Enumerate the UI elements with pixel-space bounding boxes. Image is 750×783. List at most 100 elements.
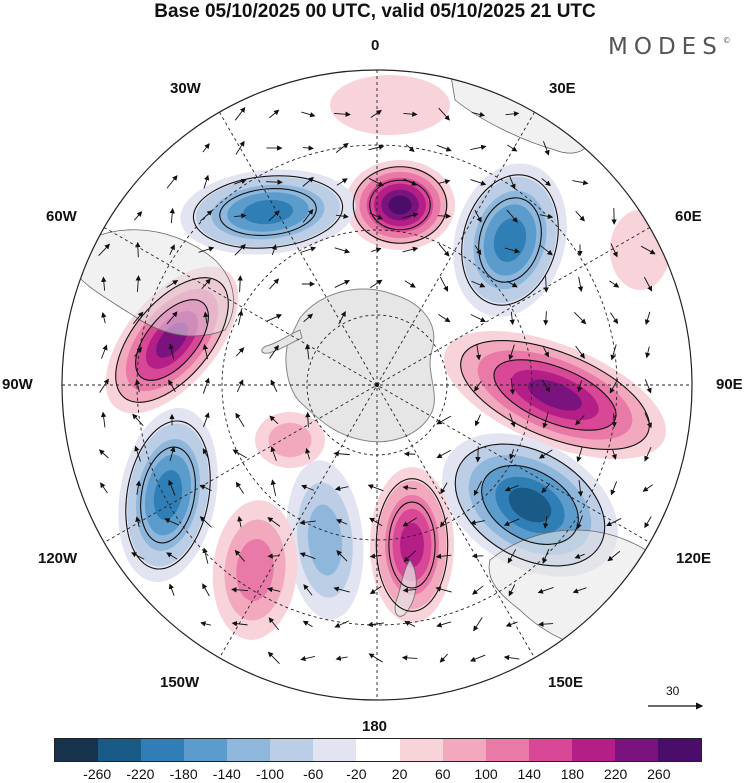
wind-vector xyxy=(474,209,482,223)
wind-vector xyxy=(403,550,416,562)
wind-vector xyxy=(507,549,517,564)
wind-vector xyxy=(305,447,311,460)
wind-vector xyxy=(436,621,452,628)
wind-vector xyxy=(611,413,617,428)
wind-vector xyxy=(475,446,481,463)
wind-vector xyxy=(132,311,144,324)
wind-vector xyxy=(508,175,516,190)
negative-anomaly-45e xyxy=(453,163,567,317)
wind-vector xyxy=(543,347,549,358)
wind-vector xyxy=(301,484,315,491)
wind-vector xyxy=(644,311,651,326)
wind-vector xyxy=(270,446,277,462)
anomaly-level xyxy=(388,195,412,215)
colorbar-tick-label: 220 xyxy=(603,766,628,782)
wind-vector xyxy=(610,344,617,361)
wind-vector xyxy=(576,515,583,530)
wind-vector xyxy=(269,278,280,290)
wind-vector xyxy=(203,412,210,428)
lon-label-60e: 60E xyxy=(675,208,702,225)
wind-vector xyxy=(401,655,418,661)
wind-vector xyxy=(402,246,419,253)
wind-vector xyxy=(576,446,583,463)
wind-vector xyxy=(199,516,212,528)
lon-label-0: 0 xyxy=(371,37,380,54)
wind-vector xyxy=(236,379,244,393)
wind-vector xyxy=(132,413,144,426)
wind-vector xyxy=(169,446,176,461)
wind-vector xyxy=(541,178,551,187)
wind-vector xyxy=(268,617,280,631)
wind-vector xyxy=(435,586,452,593)
wind-vector xyxy=(267,651,280,664)
wind-vector xyxy=(369,553,382,559)
wind-vector xyxy=(508,344,515,361)
wind-vector xyxy=(169,207,175,224)
wind-vector xyxy=(169,244,175,256)
wind-vector xyxy=(402,485,417,491)
wind-vector xyxy=(98,243,110,257)
wind-vector xyxy=(98,449,109,459)
colorbar-swatch xyxy=(184,739,228,761)
wind-vector xyxy=(537,586,554,594)
anomaly-level xyxy=(330,75,450,135)
wind-vector xyxy=(135,275,141,293)
height-contour xyxy=(375,478,449,612)
wind-vector xyxy=(234,213,247,219)
wind-vector xyxy=(542,412,549,429)
wind-vector xyxy=(403,111,418,117)
wind-vector xyxy=(538,621,554,627)
wind-vector xyxy=(509,311,515,326)
wind-vector xyxy=(234,244,246,256)
anomaly-field xyxy=(62,70,692,700)
wind-vector xyxy=(543,515,549,529)
lon-label-60w: 60W xyxy=(46,208,77,225)
wind-vector xyxy=(333,586,350,593)
height-contour xyxy=(478,197,542,283)
wind-vector xyxy=(577,380,583,393)
colorbar-swatch xyxy=(399,739,443,761)
wind-vector xyxy=(439,276,449,292)
wind-vector xyxy=(435,553,452,560)
wind-vector xyxy=(168,343,175,360)
wind-vector xyxy=(202,547,209,564)
wind-vector xyxy=(237,515,243,528)
colorbar-swatch xyxy=(98,739,142,761)
wind-vector xyxy=(507,144,518,152)
wind-vector xyxy=(305,411,311,428)
wind-vector xyxy=(200,621,212,627)
wind-vector xyxy=(470,519,486,526)
wind-vector xyxy=(202,448,210,460)
wind-vector xyxy=(504,485,519,492)
wind-vector xyxy=(164,518,180,526)
colorbar-tick-label: 260 xyxy=(647,766,671,782)
colorbar-swatch xyxy=(356,739,400,761)
colorbar-tick-label: -20 xyxy=(346,766,367,782)
wind-vector xyxy=(269,415,279,425)
wind-vector xyxy=(509,413,516,428)
wind-vector xyxy=(334,620,349,628)
anomaly-level xyxy=(508,487,552,523)
wind-vector xyxy=(503,518,520,526)
wind-vector xyxy=(203,174,210,189)
colorbar-swatch xyxy=(55,739,99,761)
wind-vector xyxy=(235,140,245,155)
negative-anomaly-110w xyxy=(118,407,218,583)
colorbar-tick-label: -260 xyxy=(83,766,112,782)
copyright-mark: © xyxy=(722,36,731,45)
wind-vector xyxy=(232,449,247,459)
wind-vector xyxy=(135,480,142,495)
wind-vector xyxy=(509,378,516,395)
wind-vector xyxy=(302,208,314,223)
antarctica-landmass xyxy=(285,288,435,443)
wind-vector xyxy=(470,179,487,186)
wind-vector xyxy=(473,617,483,632)
positive-anomaly-100e xyxy=(444,330,666,460)
wind-vector xyxy=(201,278,211,290)
wind-vector xyxy=(437,213,452,219)
wind-vector xyxy=(369,212,384,220)
wind-vector xyxy=(503,654,520,661)
colorbar-tick-label: -60 xyxy=(303,766,324,782)
wind-vector xyxy=(506,209,518,223)
